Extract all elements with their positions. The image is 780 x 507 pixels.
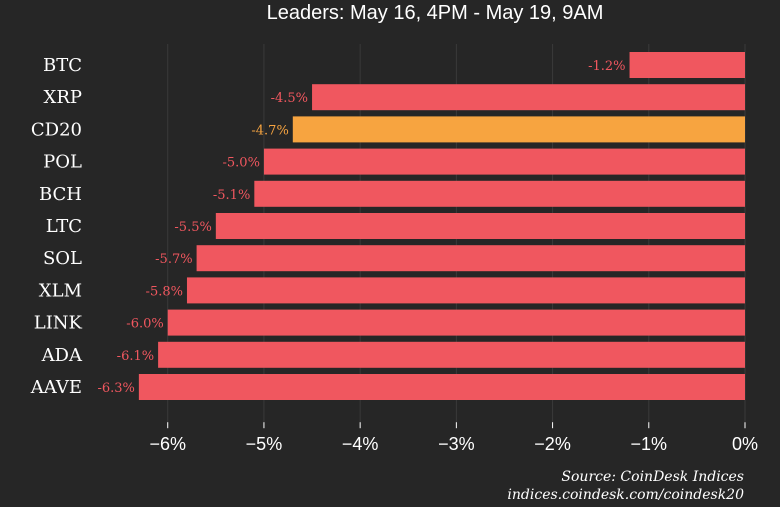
category-labels: BTC XRP CD20 POL BCH LTC SOL XLM LINK ADA AAVE — [30, 55, 83, 398]
x-tick-label: −4% — [342, 434, 379, 454]
category-label-ada: ADA — [41, 345, 83, 366]
category-label-xlm: XLM — [39, 280, 82, 301]
bar-btc — [629, 52, 745, 78]
data-labels: -1.2% -4.5% -4.7% -5.0% -5.1% -5.5% -5.7% -5.8%… — [97, 59, 625, 396]
bar-aave — [138, 374, 745, 400]
x-tick-labels: −6% −5% −4% −3% −2% −1% 0% — [149, 422, 758, 454]
data-label-ada: -6.1% — [117, 349, 154, 364]
category-label-sol: SOL — [43, 248, 82, 269]
bar-xrp — [312, 84, 745, 111]
bar-sol — [196, 245, 745, 272]
category-label-link: LINK — [34, 313, 83, 334]
data-label-cd20: -4.7% — [251, 123, 288, 138]
data-label-xrp: -4.5% — [271, 91, 308, 106]
data-label-pol: -5.0% — [223, 156, 260, 171]
category-label-cd20: CD20 — [31, 119, 82, 140]
chart-title: Leaders: May 16, 4PM - May 19, 9AM — [266, 2, 604, 24]
bar-bch — [254, 180, 745, 207]
x-tick-label: −5% — [246, 434, 283, 454]
bar-ltc — [215, 213, 746, 239]
category-label-xrp: XRP — [44, 87, 82, 108]
category-label-pol: POL — [43, 152, 82, 173]
bar-ada — [158, 341, 745, 368]
data-label-sol: -5.7% — [155, 252, 192, 267]
bar-xlm — [186, 277, 745, 304]
data-label-xlm: -5.8% — [146, 284, 183, 299]
bar-cd20 — [292, 116, 745, 143]
data-label-link: -6.0% — [126, 317, 163, 332]
data-label-aave: -6.3% — [97, 381, 134, 396]
category-label-aave: AAVE — [30, 377, 82, 398]
x-tick-label: −2% — [534, 434, 571, 454]
bars — [138, 52, 746, 400]
bar-pol — [263, 148, 745, 175]
category-label-ltc: LTC — [46, 216, 82, 237]
source-url: indices.coindesk.com/coindesk20 — [507, 487, 744, 503]
category-label-bch: BCH — [39, 184, 82, 205]
x-tick-label: −3% — [438, 434, 475, 454]
source-note: Source: CoinDesk Indices — [561, 469, 744, 485]
x-tick-label: −1% — [631, 434, 668, 454]
bar-link — [167, 309, 745, 336]
data-label-ltc: -5.5% — [174, 220, 211, 235]
x-tick-label: 0% — [732, 434, 758, 454]
category-label-btc: BTC — [43, 55, 82, 76]
x-tick-label: −6% — [149, 434, 186, 454]
data-label-btc: -1.2% — [588, 59, 625, 74]
data-label-bch: -5.1% — [213, 188, 250, 203]
